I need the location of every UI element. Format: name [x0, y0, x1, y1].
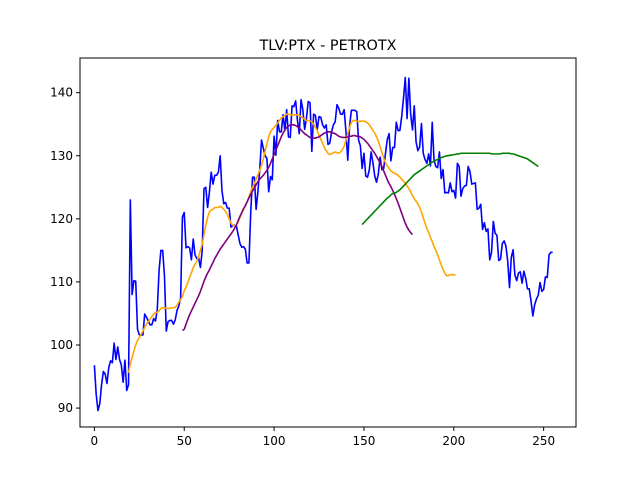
series-line-2 [127, 113, 456, 373]
series-line-1 [93, 76, 553, 412]
x-tick-label: 250 [532, 434, 555, 448]
x-tick-label: 100 [263, 434, 286, 448]
series-layer [93, 76, 553, 412]
x-tick-label: 50 [177, 434, 192, 448]
y-tick-label: 90 [58, 401, 73, 415]
y-tick-label: 130 [50, 149, 73, 163]
plot-frame [79, 57, 577, 428]
axis-layer: 0 50 100 150 200 250 90 100 110 120 130 140 [50, 86, 555, 448]
series-line-3 [181, 124, 414, 332]
y-tick-label: 110 [50, 275, 73, 289]
y-tick-label: 140 [50, 86, 73, 100]
y-tick-label: 100 [50, 338, 73, 352]
y-tick-label: 120 [50, 212, 73, 226]
chart-title: TLV:PTX - PETROTX [259, 38, 397, 54]
series-line-4 [361, 152, 539, 226]
x-tick-label: 0 [91, 434, 99, 448]
x-tick-label: 200 [442, 434, 465, 448]
x-tick-label: 150 [352, 434, 375, 448]
